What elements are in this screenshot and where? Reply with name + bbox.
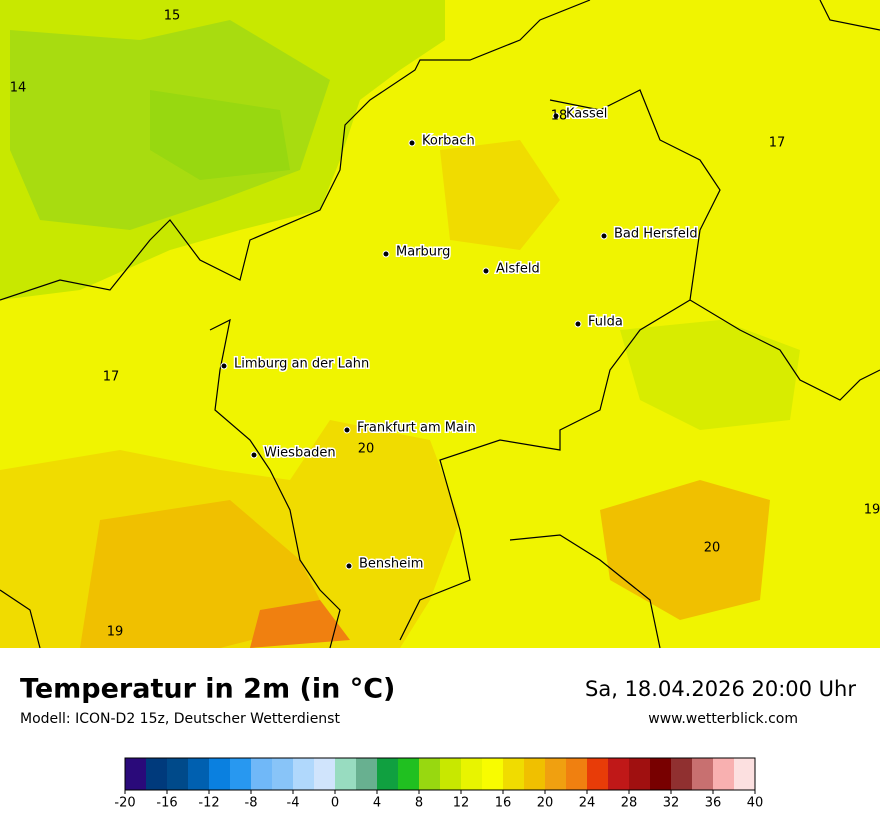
temperature-label: 20 — [704, 541, 721, 556]
temperature-label: 17 — [103, 370, 120, 385]
colorbar-tick-label: -16 — [156, 796, 177, 811]
city-label: Bad Hersfeld — [614, 227, 698, 242]
colorbar-tick-label: 40 — [747, 796, 764, 811]
colorbar-tick-label: -4 — [287, 796, 300, 811]
colorbar-segment — [629, 758, 650, 790]
map — [0, 0, 880, 649]
colorbar-tick-label: -20 — [114, 796, 135, 811]
colorbar-segment — [356, 758, 377, 790]
city-dot — [382, 250, 390, 258]
colorbar-tick-label: 12 — [453, 796, 470, 811]
colorbar-segment — [713, 758, 734, 790]
colorbar-segment — [524, 758, 545, 790]
colorbar-segment — [377, 758, 398, 790]
colorbar-segment — [167, 758, 188, 790]
city-dot — [552, 112, 560, 120]
border — [509, 534, 661, 649]
colorbar-segment — [419, 758, 440, 790]
colorbar-segment — [671, 758, 692, 790]
colorbar-segment — [482, 758, 503, 790]
colorbar-segment — [293, 758, 314, 790]
colorbar-tick-label: 0 — [331, 796, 339, 811]
border — [209, 318, 341, 649]
city-label: Kassel — [566, 107, 607, 122]
colorbar-segment — [314, 758, 335, 790]
city-dot — [345, 562, 353, 570]
colorbar-segment — [692, 758, 713, 790]
border — [549, 89, 880, 401]
city-dot — [600, 232, 608, 240]
colorbar-tick-label: -8 — [245, 796, 258, 811]
colorbar-segment — [230, 758, 251, 790]
city-label: Fulda — [588, 315, 623, 330]
colorbar-tick-label: 28 — [621, 796, 638, 811]
colorbar-segment — [398, 758, 419, 790]
subtitle: Modell: ICON-D2 15z, Deutscher Wetterdie… — [20, 711, 340, 727]
temperature-label: 14 — [10, 81, 27, 96]
city-label: Frankfurt am Main — [357, 421, 476, 436]
colorbar-tick-label: 4 — [373, 796, 381, 811]
colorbar-segment — [209, 758, 230, 790]
title: Temperatur in 2m (in °C) — [20, 674, 395, 705]
colorbar-frame — [124, 757, 756, 791]
website: www.wetterblick.com — [648, 711, 798, 727]
colorbar-segment — [608, 758, 629, 790]
city-dot — [220, 362, 228, 370]
colorbar-tick-label: 8 — [415, 796, 423, 811]
colorbar-segment — [440, 758, 461, 790]
colorbar-segment — [587, 758, 608, 790]
temperature-label: 18 — [551, 109, 568, 124]
border — [399, 299, 691, 641]
temperature-label: 15 — [164, 9, 181, 24]
temperature-label: 19 — [107, 625, 124, 640]
city-label: Bensheim — [359, 557, 423, 572]
colorbar-tick-label: 36 — [705, 796, 722, 811]
colorbar-tick-label: -12 — [198, 796, 219, 811]
colorbar-tick-label: 16 — [495, 796, 512, 811]
colorbar-segment — [503, 758, 524, 790]
border — [0, 0, 591, 301]
colorbar-segment — [545, 758, 566, 790]
city-label: Marburg — [396, 245, 450, 260]
city-dot — [482, 267, 490, 275]
colorbar-segment — [125, 758, 146, 790]
colorbar-segment — [461, 758, 482, 790]
city-dot — [250, 451, 258, 459]
city-label: Korbach — [422, 134, 475, 149]
city-label: Alsfeld — [496, 262, 540, 277]
city-label: Wiesbaden — [264, 446, 336, 461]
city-dot — [574, 320, 582, 328]
colorbar-segment — [335, 758, 356, 790]
colorbar-segment — [650, 758, 671, 790]
city-dot — [343, 426, 351, 434]
cool-area — [620, 320, 800, 430]
temperature-label: 20 — [358, 442, 375, 457]
city-dot — [408, 139, 416, 147]
colorbar-segment — [272, 758, 293, 790]
colorbar-segment — [251, 758, 272, 790]
colorbar-segment — [734, 758, 755, 790]
colorbar-segment — [566, 758, 587, 790]
warm-area — [600, 480, 770, 620]
colorbar-tick-label: 24 — [579, 796, 596, 811]
colorbar-tick-label: 32 — [663, 796, 680, 811]
colorbar-tick-label: 20 — [537, 796, 554, 811]
warm-area — [440, 140, 560, 250]
border — [0, 589, 41, 649]
temperature-label: 19 — [864, 503, 880, 518]
hot-area — [250, 600, 350, 648]
city-label: Limburg an der Lahn — [234, 357, 369, 372]
border — [819, 0, 880, 31]
datetime: Sa, 18.04.2026 20:00 Uhr — [585, 677, 856, 701]
colorbar-segment — [146, 758, 167, 790]
colorbar-segment — [188, 758, 209, 790]
temperature-label: 17 — [769, 136, 786, 151]
cool-area — [150, 90, 290, 180]
